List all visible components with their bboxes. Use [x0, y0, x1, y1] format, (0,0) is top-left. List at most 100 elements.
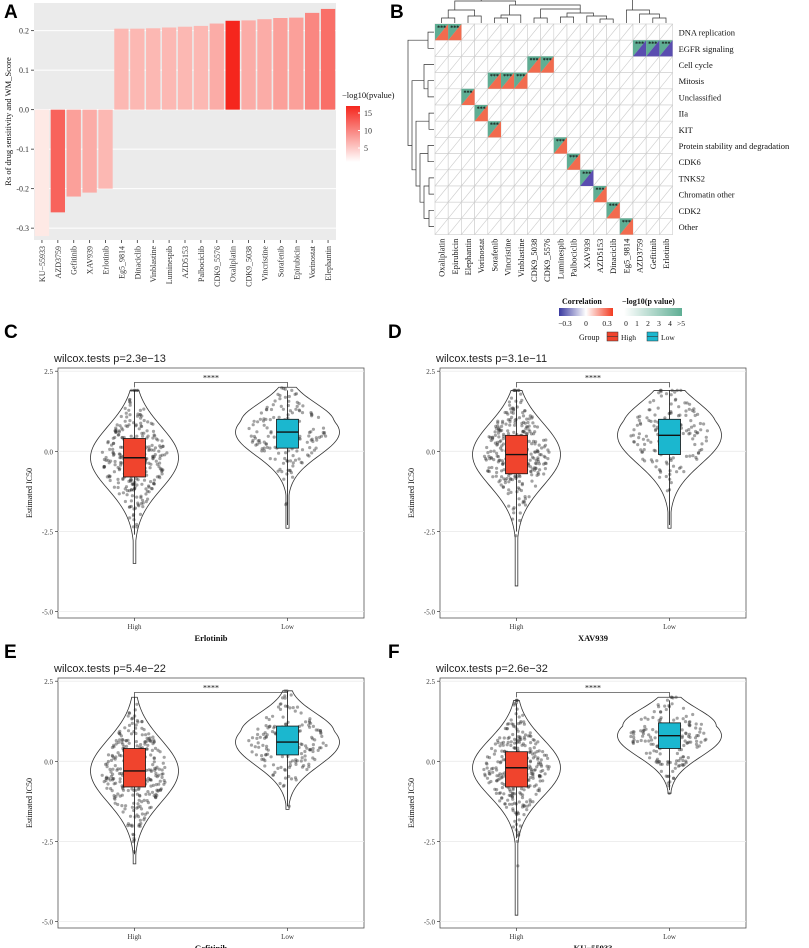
pvalue-triangle	[593, 186, 607, 203]
cell-diagonal	[553, 23, 568, 41]
data-point	[547, 450, 551, 454]
data-point	[517, 487, 522, 491]
panel-d-label: D	[388, 322, 402, 343]
data-point	[512, 388, 516, 392]
dendrogram-branch	[447, 9, 475, 18]
data-point	[635, 423, 640, 427]
data-point	[152, 740, 156, 744]
data-point	[154, 459, 158, 463]
data-point	[682, 470, 686, 474]
data-point	[264, 716, 269, 720]
data-point	[250, 750, 254, 754]
cell-diagonal	[487, 40, 502, 57]
cell-diagonal	[579, 153, 594, 170]
cell-diagonal	[632, 137, 647, 154]
data-point	[302, 764, 306, 768]
data-point	[518, 735, 522, 739]
data-point	[485, 755, 490, 759]
dendrogram-branch	[533, 17, 548, 23]
data-point	[160, 775, 164, 780]
data-point	[279, 765, 283, 770]
cell-diagonal	[659, 23, 673, 41]
data-point	[536, 457, 540, 462]
data-point	[493, 787, 497, 791]
cell-diagonal	[632, 153, 647, 170]
data-point	[140, 424, 144, 429]
cell-diagonal	[632, 72, 647, 89]
data-point	[501, 740, 506, 745]
data-point	[300, 765, 305, 769]
data-point	[283, 722, 288, 726]
data-point	[300, 461, 304, 465]
data-point	[648, 751, 652, 755]
data-point	[517, 473, 521, 477]
data-point	[486, 469, 490, 473]
data-point	[543, 461, 547, 465]
pvalue-triangle	[619, 218, 633, 235]
data-point	[528, 760, 533, 764]
data-point	[497, 427, 501, 431]
data-point	[158, 457, 162, 461]
data-point	[529, 734, 533, 738]
data-point	[113, 764, 117, 768]
data-point	[122, 744, 126, 748]
data-point	[501, 772, 505, 776]
data-point	[521, 499, 526, 503]
cell-diagonal	[527, 218, 541, 235]
cell-diagonal	[593, 104, 607, 122]
data-point	[528, 414, 532, 418]
data-point	[154, 795, 158, 799]
data-point	[140, 733, 144, 737]
data-point	[118, 794, 122, 798]
data-point	[264, 753, 268, 757]
data-point	[125, 424, 130, 429]
row-dendrogram-branch	[407, 39, 428, 146]
data-point	[141, 501, 145, 505]
data-point	[513, 725, 517, 729]
data-point	[151, 436, 155, 440]
cell-diagonal	[513, 153, 528, 170]
data-point	[151, 429, 156, 433]
data-point	[687, 720, 691, 725]
data-point	[636, 443, 640, 447]
data-point	[528, 458, 532, 462]
data-point	[518, 736, 522, 740]
data-point	[145, 429, 149, 433]
data-point	[152, 448, 156, 452]
data-point	[509, 410, 513, 414]
data-point	[520, 424, 524, 428]
data-point	[694, 455, 698, 460]
data-point	[284, 722, 288, 727]
row-label: Unclassified	[679, 92, 722, 102]
data-point	[645, 416, 649, 420]
cell-diagonal	[500, 40, 515, 57]
data-point	[137, 786, 141, 790]
data-point	[256, 439, 260, 443]
data-point	[532, 784, 537, 788]
data-point	[124, 411, 128, 415]
y-tick-label: 2.5	[44, 368, 53, 376]
data-point	[265, 733, 269, 737]
data-point	[647, 408, 651, 412]
panel-c-label: C	[4, 322, 18, 343]
data-point	[112, 782, 116, 786]
data-point	[528, 803, 532, 807]
bar	[209, 23, 224, 110]
data-point	[247, 426, 251, 431]
data-point	[527, 439, 531, 443]
cell-diagonal	[513, 104, 528, 122]
data-point	[529, 470, 533, 474]
data-point	[298, 434, 302, 438]
data-point	[148, 806, 152, 810]
data-point	[117, 433, 121, 437]
data-point	[138, 412, 142, 417]
data-point	[111, 447, 115, 451]
correlation-triangle	[553, 137, 567, 154]
data-point	[688, 720, 692, 724]
data-point	[260, 449, 264, 453]
data-point	[505, 727, 509, 731]
bar	[241, 20, 256, 110]
data-point	[503, 726, 507, 731]
data-point	[687, 428, 691, 432]
data-point	[669, 402, 673, 406]
